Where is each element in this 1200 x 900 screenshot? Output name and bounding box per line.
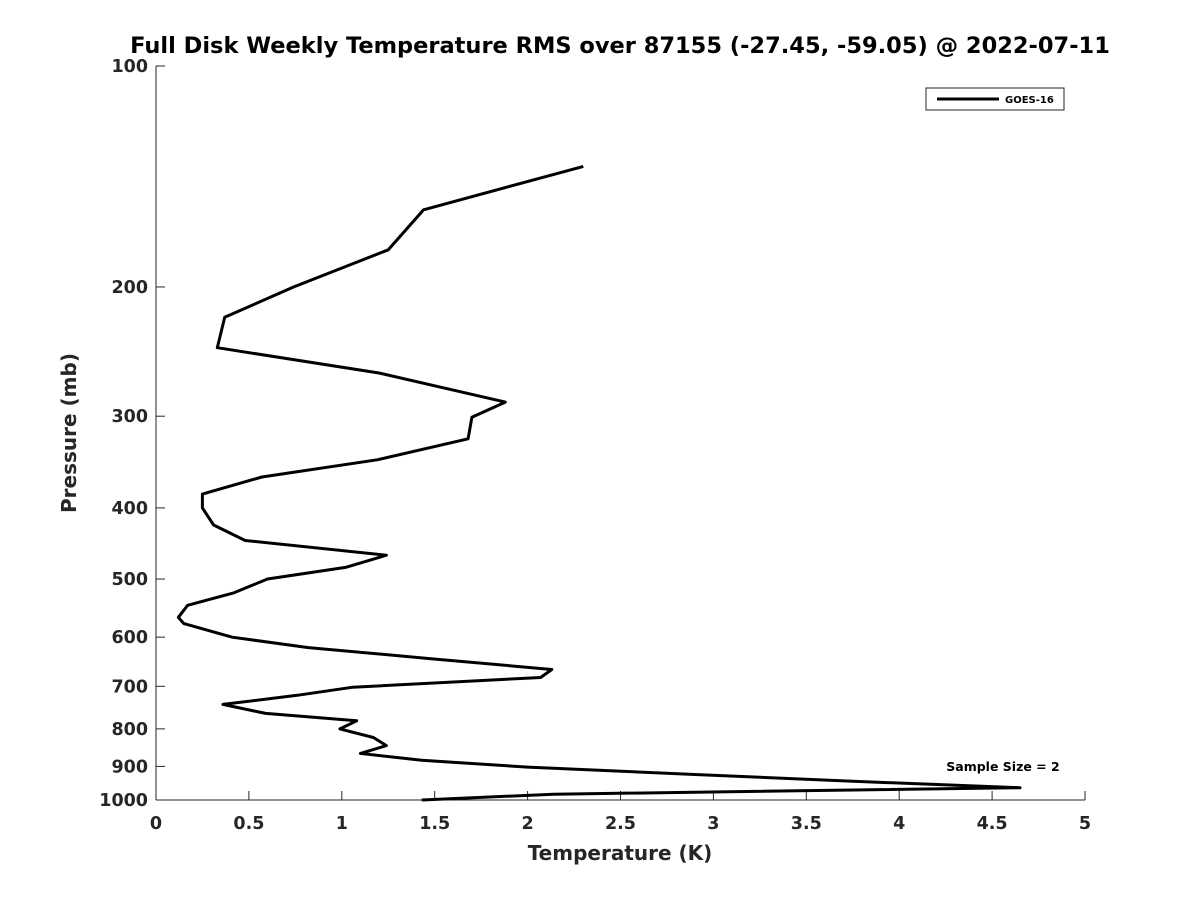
x-tick-label: 4.5 [977, 814, 1008, 834]
y-tick-label: 1000 [99, 791, 148, 811]
x-tick-label: 3 [707, 814, 719, 834]
y-tick-label: 500 [111, 570, 148, 590]
x-tick-label: 0 [150, 814, 162, 834]
y-tick-label: 400 [111, 499, 148, 519]
x-axis-ticks: 0 0.5 1 1.5 2 2.5 3 3.5 4 4.5 5 [150, 791, 1091, 834]
y-tick-label: 600 [111, 628, 148, 648]
x-tick-label: 3.5 [791, 814, 822, 834]
x-tick-label: 5 [1079, 814, 1091, 834]
y-tick-label: 700 [111, 677, 148, 697]
y-tick-label: 100 [111, 57, 148, 77]
sample-size-annotation: Sample Size = 2 [946, 759, 1059, 774]
x-tick-label: 1 [336, 814, 348, 834]
y-tick-label: 200 [111, 278, 148, 298]
y-tick-label: 900 [111, 757, 148, 777]
x-tick-label: 0.5 [233, 814, 264, 834]
x-axis-label: Temperature (K) [528, 841, 713, 865]
chart-title: Full Disk Weekly Temperature RMS over 87… [130, 33, 1110, 59]
series-line-goes-16 [176, 164, 1022, 802]
y-tick-label: 800 [111, 720, 148, 740]
x-tick-label: 1.5 [419, 814, 450, 834]
x-tick-label: 2 [522, 814, 534, 834]
x-tick-label: 2.5 [605, 814, 636, 834]
x-tick-label: 4 [893, 814, 905, 834]
y-axis-ticks: 100 200 300 400 500 600 700 800 900 1000 [99, 57, 165, 811]
plot-area [155, 66, 1085, 801]
legend-entry-goes-16: GOES-16 [1005, 95, 1054, 106]
y-axis-label: Pressure (mb) [57, 353, 81, 513]
legend: GOES-16 [925, 87, 1065, 111]
series-group [176, 164, 1022, 802]
y-tick-label: 300 [111, 407, 148, 427]
